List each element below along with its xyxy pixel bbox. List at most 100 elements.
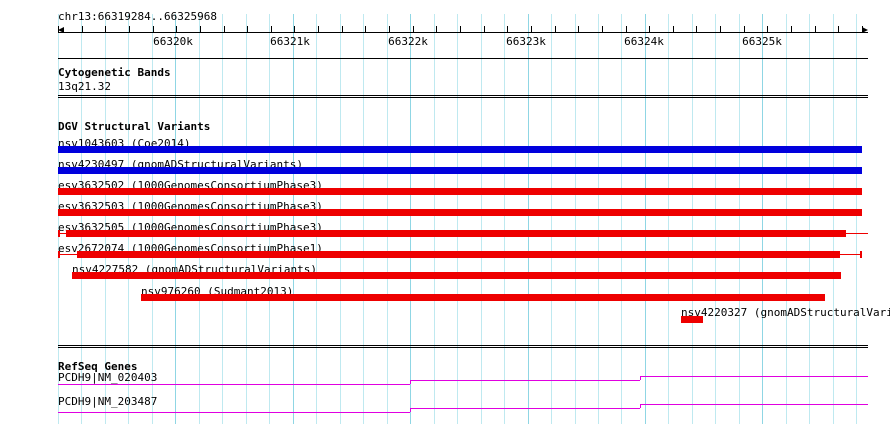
- gene-label[interactable]: PCDH9|NM_020403: [58, 371, 158, 384]
- ruler-tick: [413, 26, 414, 32]
- gene-intron-line[interactable]: [640, 376, 720, 377]
- gene-segment-riser: [640, 404, 641, 408]
- ruler-tick: [555, 26, 556, 32]
- ruler-tick: [767, 26, 768, 32]
- gene-intron-line[interactable]: [720, 404, 868, 405]
- ruler-tick: [602, 26, 603, 32]
- gene-intron-line[interactable]: [490, 408, 640, 409]
- variant-bar[interactable]: [58, 188, 862, 195]
- ruler-tick: [129, 26, 130, 32]
- ruler-tick: [838, 26, 839, 32]
- gene-intron-line[interactable]: [720, 376, 868, 377]
- gene-intron-line[interactable]: [640, 404, 720, 405]
- section-divider: [58, 58, 868, 59]
- ruler-tick: [673, 26, 674, 32]
- ruler-tick: [389, 26, 390, 32]
- ruler-tick: [153, 26, 154, 32]
- ruler-tick: [862, 26, 863, 32]
- section-divider: [58, 95, 868, 96]
- ruler-tick: [294, 26, 295, 32]
- ruler-tick-label: 66323k: [506, 35, 546, 48]
- gene-intron-line[interactable]: [58, 384, 170, 385]
- gridline: [692, 14, 693, 424]
- variant-extension-line: [58, 233, 66, 234]
- gene-label[interactable]: PCDH9|NM_203487: [58, 395, 158, 408]
- gridline: [175, 14, 176, 424]
- gridline: [199, 14, 200, 424]
- ruler-tick: [649, 26, 650, 32]
- ruler-tick-label: 66324k: [624, 35, 664, 48]
- cytoband-label: 13q21.32: [58, 80, 111, 93]
- ruler-tick: [626, 26, 627, 32]
- ruler-tick: [224, 26, 225, 32]
- gridline: [222, 14, 223, 424]
- genomic-position-label: chr13:66319284..66325968: [58, 10, 217, 23]
- variant-extension-line: [840, 254, 862, 255]
- gridline: [363, 14, 364, 424]
- gene-segment-riser: [410, 380, 411, 384]
- ruler-tick: [484, 26, 485, 32]
- variant-bar[interactable]: [77, 251, 840, 258]
- gridline: [575, 14, 576, 424]
- ruler-tick: [176, 26, 177, 32]
- ruler-tick: [365, 26, 366, 32]
- gene-intron-line[interactable]: [170, 384, 410, 385]
- gridline: [316, 14, 317, 424]
- gene-intron-line[interactable]: [490, 380, 640, 381]
- section-divider: [58, 345, 868, 346]
- variant-extension-line: [58, 254, 77, 255]
- ruler-axis-line: [58, 32, 868, 33]
- gridline: [668, 14, 669, 424]
- variant-bar[interactable]: [58, 209, 862, 216]
- ruler-tick: [531, 26, 532, 32]
- gridline: [809, 14, 810, 424]
- section-divider: [58, 347, 868, 348]
- gridline: [269, 14, 270, 424]
- variant-bar[interactable]: [58, 146, 862, 153]
- ruler-tick: [460, 26, 461, 32]
- ruler-tick: [200, 26, 201, 32]
- variant-extension-line: [846, 233, 868, 234]
- ruler-tick: [82, 26, 83, 32]
- gridline: [246, 14, 247, 424]
- variant-label[interactable]: nsv4220327 (gnomADStructuralVariant: [681, 306, 890, 319]
- ruler-tick: [318, 26, 319, 32]
- ruler-tick: [58, 26, 59, 32]
- gridline: [457, 14, 458, 424]
- gridline: [528, 14, 529, 424]
- track-title-dgv-structural-variants: DGV Structural Variants: [58, 120, 211, 133]
- ruler-tick: [507, 26, 508, 32]
- gridline: [434, 14, 435, 424]
- ruler-tick: [105, 26, 106, 32]
- gene-intron-line[interactable]: [410, 380, 490, 381]
- gridline: [621, 14, 622, 424]
- ruler-tick: [247, 26, 248, 32]
- gridline: [481, 14, 482, 424]
- track-title-cytogenetic-bands: Cytogenetic Bands: [58, 66, 171, 79]
- ruler-tick: [696, 26, 697, 32]
- gene-intron-line[interactable]: [170, 412, 410, 413]
- ruler-tick: [436, 26, 437, 32]
- gridline: [410, 14, 411, 424]
- variant-bar[interactable]: [681, 316, 703, 323]
- gridline: [762, 14, 763, 424]
- variant-bar[interactable]: [141, 294, 825, 301]
- variant-bar[interactable]: [58, 167, 862, 174]
- variant-end-cap: [860, 251, 862, 258]
- gene-segment-riser: [640, 376, 641, 380]
- gene-intron-line[interactable]: [58, 412, 170, 413]
- ruler-tick: [271, 26, 272, 32]
- gridline: [833, 14, 834, 424]
- ruler-tick-label: 66320k: [153, 35, 193, 48]
- gridline: [551, 14, 552, 424]
- section-divider: [58, 97, 868, 98]
- ruler-arrow-right-icon: [862, 27, 868, 33]
- variant-bar[interactable]: [66, 230, 846, 237]
- ruler-arrow-left-icon: [58, 27, 64, 33]
- gridline: [598, 14, 599, 424]
- gene-intron-line[interactable]: [410, 408, 490, 409]
- track-title-refseq-genes: RefSeq Genes: [58, 360, 138, 373]
- variant-bar[interactable]: [72, 272, 841, 279]
- gridline: [340, 14, 341, 424]
